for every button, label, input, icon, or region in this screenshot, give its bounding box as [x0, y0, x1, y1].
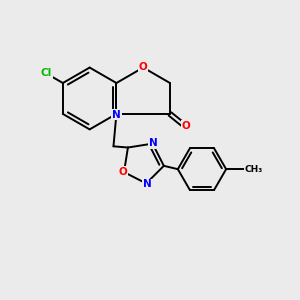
Text: CH₃: CH₃	[245, 165, 263, 174]
Text: Cl: Cl	[40, 68, 52, 78]
Text: N: N	[149, 138, 158, 148]
Text: O: O	[182, 121, 191, 131]
Text: O: O	[139, 62, 148, 72]
Text: O: O	[118, 167, 127, 177]
Text: N: N	[143, 179, 152, 189]
Text: N: N	[112, 110, 121, 119]
